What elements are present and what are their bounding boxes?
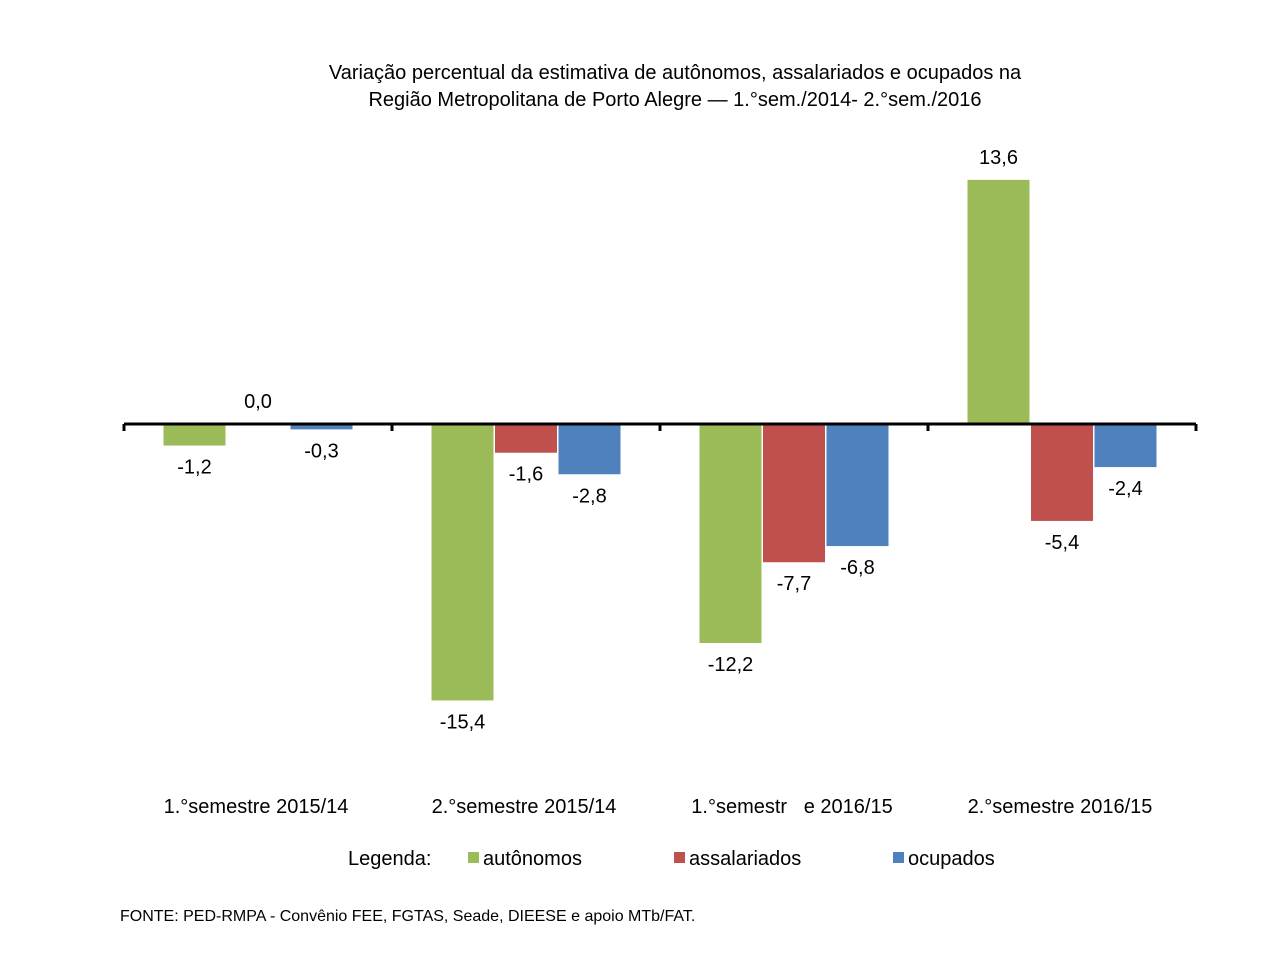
bar-3-1	[290, 424, 353, 430]
bar-1-3	[699, 424, 762, 643]
data-labels-layer: -1,2 0,0 -0,3 -15,4 -1,6 -2,8 -12,2 -7,7 -6,8 13,…	[177, 147, 1142, 734]
chart-title: Variação percentual da estimativa de aut…	[0, 60, 1273, 114]
legend-label-assalariados: assalariados	[689, 848, 802, 870]
data-label-3-4: -2,4	[1108, 478, 1142, 500]
bar-3-4	[1094, 424, 1157, 468]
chart-title-line-2: Região Metropolitana de Porto Alegre — 1…	[368, 89, 982, 111]
legend-swatch-assalariados	[674, 852, 685, 863]
category-label-3: 1.°semestr e 2016/15	[691, 796, 893, 818]
data-label-2-1: 0,0	[244, 391, 272, 413]
legend-item-autonomos: autônomos	[468, 848, 582, 871]
category-label-4: 2.°semestre 2016/15	[967, 796, 1153, 818]
legend-swatch-ocupados	[893, 852, 904, 863]
bar-1-4	[967, 179, 1030, 424]
bar-2-2	[495, 424, 557, 453]
data-label-1-4: 13,6	[979, 147, 1018, 169]
legend-swatch-autonomos	[468, 852, 479, 863]
data-label-2-3: -7,7	[777, 573, 811, 595]
data-label-3-2: -2,8	[572, 485, 606, 507]
bar-3-3	[826, 424, 889, 547]
bar-1-2	[431, 424, 494, 701]
legend-label-autonomos: autônomos	[483, 848, 582, 870]
category-label-1: 1.°semestre 2015/14	[163, 796, 349, 818]
data-label-1-3: -12,2	[708, 654, 754, 676]
data-label-3-3: -6,8	[840, 557, 874, 579]
data-label-1-1: -1,2	[177, 457, 211, 479]
source-note: FONTE: PED-RMPA - Convênio FEE, FGTAS, S…	[120, 908, 696, 925]
bar-2-3	[763, 424, 825, 563]
data-label-1-2: -15,4	[440, 711, 486, 733]
legend-item-assalariados: assalariados	[674, 848, 801, 871]
bar-2-4	[1031, 424, 1093, 521]
axis-layer	[122, 422, 1198, 431]
legend-item-ocupados: ocupados	[893, 848, 995, 871]
chart-title-line-1: Variação percentual da estimativa de aut…	[328, 62, 1022, 84]
bar-1-1	[163, 424, 226, 446]
data-label-3-1: -0,3	[304, 440, 338, 462]
legend: Legenda: autônomos assalariados ocupados	[0, 848, 1273, 874]
data-label-2-2: -1,6	[509, 464, 543, 486]
legend-title: Legenda:	[348, 848, 432, 870]
bar-3-2	[558, 424, 621, 475]
bars-layer	[163, 179, 1157, 701]
category-label-2: 2.°semestre 2015/14	[431, 796, 617, 818]
data-label-2-4: -5,4	[1045, 532, 1079, 554]
legend-label-ocupados: ocupados	[908, 848, 995, 870]
